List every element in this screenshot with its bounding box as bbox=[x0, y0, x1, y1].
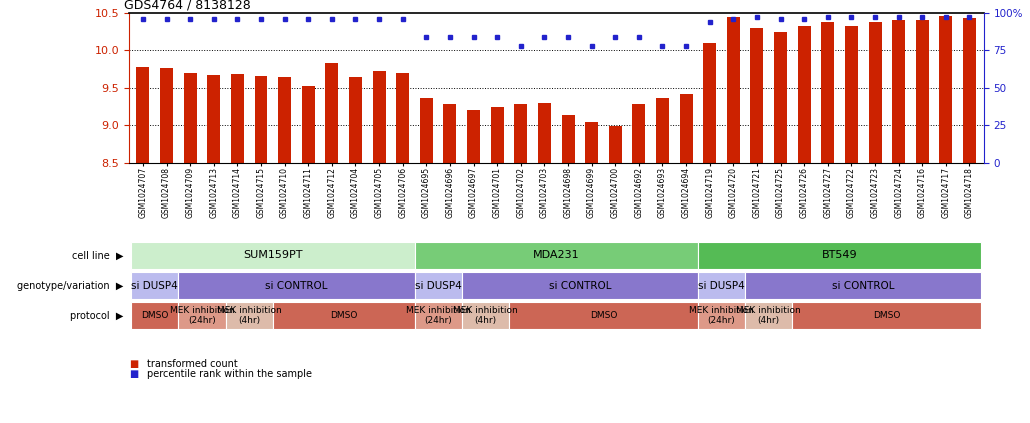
Bar bbox=[939, 16, 953, 163]
Bar bbox=[821, 22, 834, 163]
Text: transformed count: transformed count bbox=[147, 359, 238, 369]
Text: si DUSP4: si DUSP4 bbox=[132, 280, 178, 291]
Bar bbox=[420, 98, 433, 163]
Bar bbox=[745, 302, 792, 330]
Bar bbox=[160, 68, 173, 163]
Bar bbox=[207, 75, 220, 163]
Bar bbox=[751, 27, 763, 163]
Bar bbox=[632, 104, 646, 163]
Text: DMSO: DMSO bbox=[590, 311, 617, 320]
Bar bbox=[414, 272, 461, 299]
Bar bbox=[745, 272, 982, 299]
Text: percentile rank within the sample: percentile rank within the sample bbox=[147, 369, 312, 379]
Text: ■: ■ bbox=[129, 369, 138, 379]
Text: protocol  ▶: protocol ▶ bbox=[70, 310, 124, 321]
Bar bbox=[680, 94, 692, 163]
Bar bbox=[963, 18, 976, 163]
Bar bbox=[414, 242, 698, 269]
Text: genotype/variation  ▶: genotype/variation ▶ bbox=[18, 280, 124, 291]
Text: cell line  ▶: cell line ▶ bbox=[72, 250, 124, 261]
Bar bbox=[414, 302, 461, 330]
Bar bbox=[302, 86, 315, 163]
Text: MDA231: MDA231 bbox=[533, 250, 580, 261]
Bar bbox=[273, 302, 414, 330]
Bar bbox=[461, 272, 698, 299]
Bar bbox=[698, 302, 745, 330]
Text: DMSO: DMSO bbox=[873, 311, 900, 320]
Bar bbox=[349, 77, 362, 163]
Bar bbox=[254, 76, 268, 163]
Bar bbox=[514, 104, 527, 163]
Text: si DUSP4: si DUSP4 bbox=[698, 280, 745, 291]
Text: si CONTROL: si CONTROL bbox=[832, 280, 894, 291]
Text: DMSO: DMSO bbox=[141, 311, 169, 320]
Bar bbox=[373, 71, 385, 163]
Bar bbox=[278, 77, 291, 163]
Bar bbox=[698, 242, 982, 269]
Bar bbox=[136, 67, 149, 163]
Text: SUM159PT: SUM159PT bbox=[243, 250, 303, 261]
Bar bbox=[698, 272, 745, 299]
Bar bbox=[131, 302, 178, 330]
Text: GDS4764 / 8138128: GDS4764 / 8138128 bbox=[125, 0, 251, 11]
Bar bbox=[131, 242, 414, 269]
Bar bbox=[131, 272, 178, 299]
Text: si CONTROL: si CONTROL bbox=[265, 280, 328, 291]
Text: DMSO: DMSO bbox=[330, 311, 357, 320]
Text: BT549: BT549 bbox=[822, 250, 857, 261]
Bar bbox=[325, 63, 338, 163]
Bar bbox=[231, 74, 244, 163]
Text: MEK inhibition
(24hr): MEK inhibition (24hr) bbox=[170, 306, 235, 325]
Bar bbox=[490, 107, 504, 163]
Bar bbox=[561, 115, 575, 163]
Bar bbox=[183, 73, 197, 163]
Bar bbox=[892, 20, 905, 163]
Bar bbox=[538, 103, 551, 163]
Bar bbox=[467, 110, 480, 163]
Text: MEK inhibition
(4hr): MEK inhibition (4hr) bbox=[453, 306, 518, 325]
Bar bbox=[916, 20, 929, 163]
Bar bbox=[226, 302, 273, 330]
Bar bbox=[585, 121, 598, 163]
Text: MEK inhibition
(24hr): MEK inhibition (24hr) bbox=[406, 306, 471, 325]
Text: MEK inhibition
(4hr): MEK inhibition (4hr) bbox=[736, 306, 801, 325]
Text: si CONTROL: si CONTROL bbox=[549, 280, 611, 291]
Bar bbox=[178, 272, 414, 299]
Bar bbox=[703, 43, 716, 163]
Bar bbox=[609, 126, 622, 163]
Bar bbox=[845, 26, 858, 163]
Text: MEK inhibition
(24hr): MEK inhibition (24hr) bbox=[689, 306, 754, 325]
Bar bbox=[461, 302, 509, 330]
Bar bbox=[727, 17, 740, 163]
Bar bbox=[868, 22, 882, 163]
Bar bbox=[444, 104, 456, 163]
Text: ■: ■ bbox=[129, 359, 138, 369]
Text: MEK inhibition
(4hr): MEK inhibition (4hr) bbox=[217, 306, 281, 325]
Text: si DUSP4: si DUSP4 bbox=[415, 280, 461, 291]
Bar bbox=[797, 26, 811, 163]
Bar bbox=[792, 302, 982, 330]
Bar bbox=[775, 32, 787, 163]
Bar bbox=[509, 302, 698, 330]
Bar bbox=[397, 73, 409, 163]
Bar bbox=[656, 98, 668, 163]
Bar bbox=[178, 302, 226, 330]
